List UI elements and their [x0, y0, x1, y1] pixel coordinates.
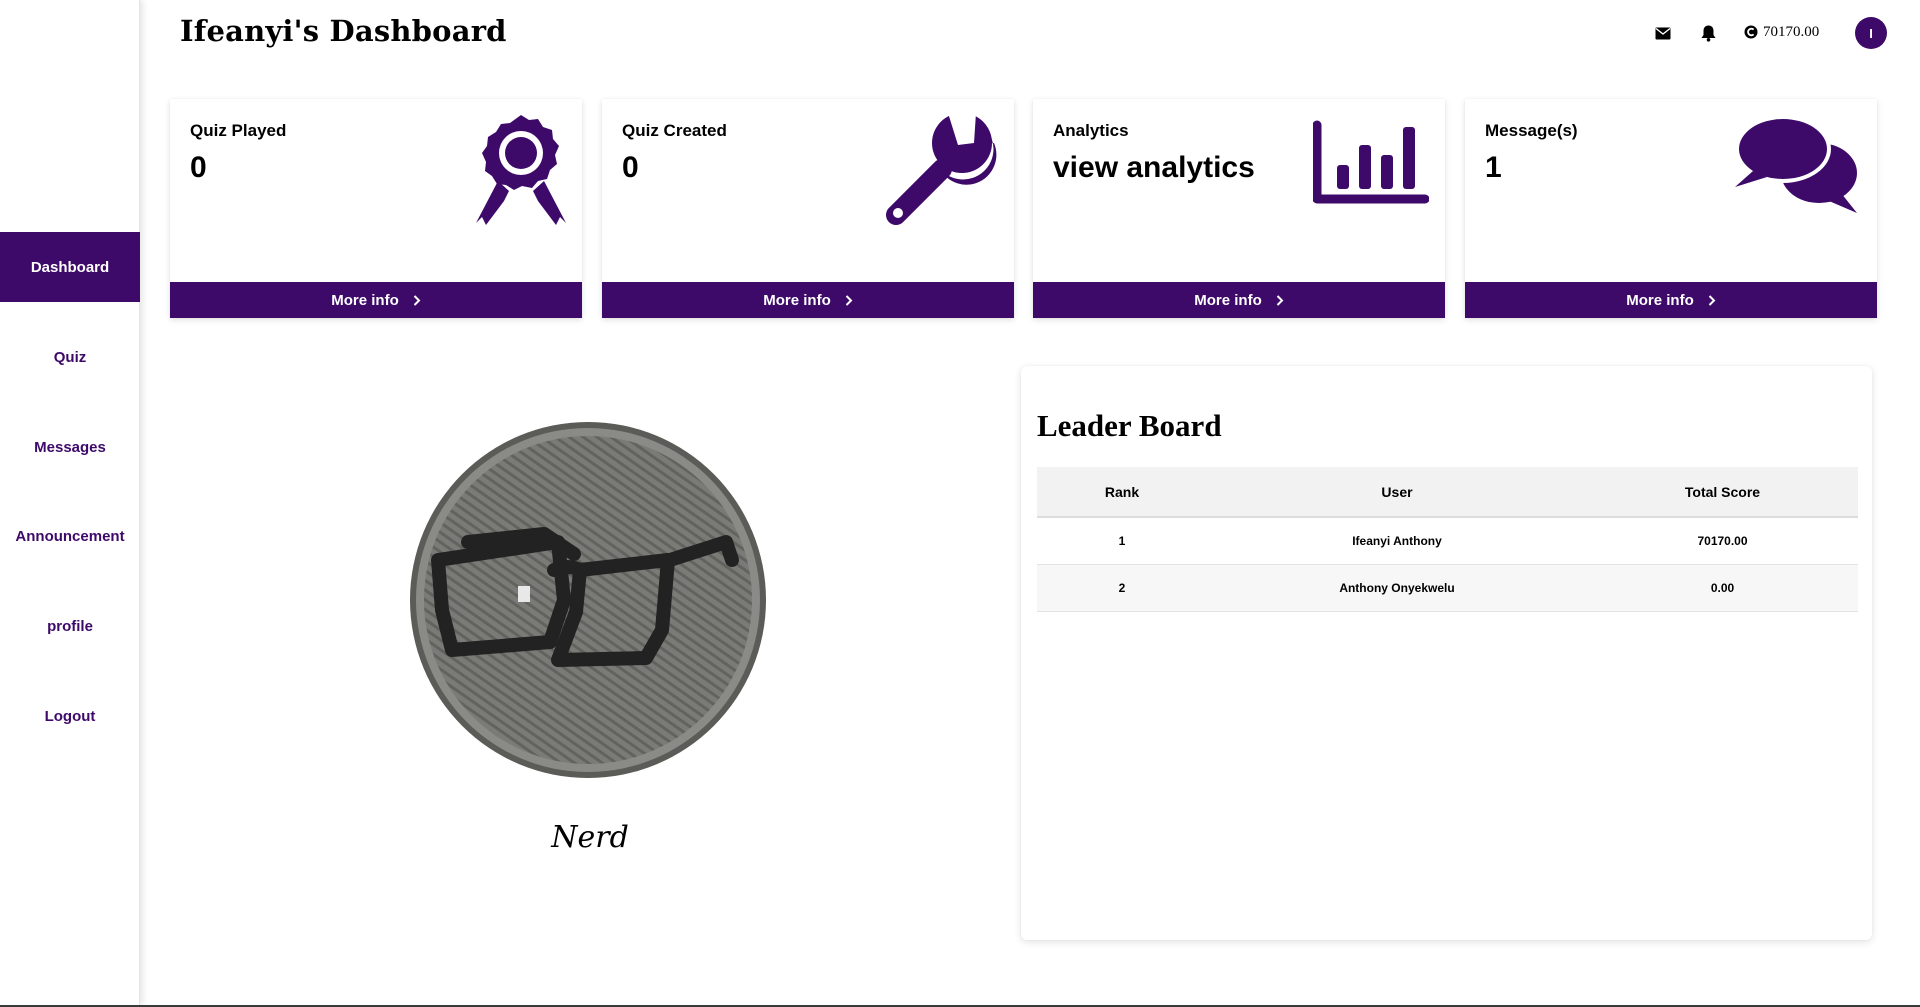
- more-info-button[interactable]: More info: [1465, 282, 1877, 318]
- more-info-label: More info: [763, 291, 831, 309]
- card-quiz-created: Quiz Created 0 More info: [602, 99, 1014, 318]
- rank-cell: 2: [1037, 564, 1207, 612]
- badge-name: Nerd: [551, 820, 629, 855]
- column-header-user: User: [1207, 467, 1587, 518]
- table-row: 1 Ifeanyi Anthony 70170.00: [1037, 517, 1858, 565]
- award-ribbon-icon: [476, 113, 566, 234]
- card-value: 0: [622, 151, 639, 184]
- user-cell: Ifeanyi Anthony: [1207, 517, 1587, 565]
- card-label: Quiz Played: [190, 121, 287, 140]
- card-analytics: Analytics view analytics More info: [1033, 99, 1445, 318]
- column-header-rank: Rank: [1037, 467, 1207, 518]
- sidebar-item-messages[interactable]: Messages: [34, 438, 106, 456]
- bar-chart-icon: [1312, 113, 1430, 214]
- chevron-right-icon: [845, 294, 853, 306]
- table-row: 2 Anthony Onyekwelu 0.00: [1037, 564, 1858, 612]
- card-messages: Message(s) 1 More info: [1465, 99, 1877, 318]
- card-value[interactable]: view analytics: [1053, 151, 1255, 184]
- card-label: Quiz Created: [622, 121, 727, 140]
- coin-icon: [1744, 25, 1758, 39]
- chevron-right-icon: [1276, 294, 1284, 306]
- more-info-label: More info: [1194, 291, 1262, 309]
- more-info-label: More info: [1626, 291, 1694, 309]
- card-value: 1: [1485, 151, 1502, 184]
- chevron-right-icon: [1708, 294, 1716, 306]
- balance-display: 70170.00: [1744, 22, 1819, 42]
- card-label: Analytics: [1053, 121, 1129, 140]
- leaderboard-panel: Leader Board Rank User Total Score 1 Ife…: [1021, 366, 1872, 940]
- leaderboard-title: Leader Board: [1037, 408, 1222, 443]
- leaderboard-table: Rank User Total Score 1 Ifeanyi Anthony …: [1037, 467, 1858, 612]
- balance-value: 70170.00: [1763, 23, 1820, 40]
- sidebar-item-announcement[interactable]: Announcement: [15, 527, 125, 545]
- badge-image: [408, 420, 768, 780]
- page-title: Ifeanyi's Dashboard: [180, 14, 507, 48]
- more-info-button[interactable]: More info: [602, 282, 1014, 318]
- more-info-label: More info: [331, 291, 399, 309]
- card-quiz-played: Quiz Played 0 More info: [170, 99, 582, 318]
- sidebar-item-logout[interactable]: Logout: [44, 707, 96, 725]
- rank-cell: 1: [1037, 517, 1207, 565]
- sidebar-item-quiz[interactable]: Quiz: [53, 348, 87, 366]
- avatar[interactable]: I: [1855, 17, 1887, 49]
- score-cell: 0.00: [1587, 564, 1858, 612]
- more-info-button[interactable]: More info: [170, 282, 582, 318]
- column-header-total-score: Total Score: [1587, 467, 1858, 518]
- page-bottom-border: [0, 1005, 1920, 1007]
- chevron-right-icon: [413, 294, 421, 306]
- chat-bubbles-icon: [1731, 113, 1861, 222]
- bell-icon[interactable]: [1699, 24, 1717, 42]
- user-cell: Anthony Onyekwelu: [1207, 564, 1587, 612]
- sidebar: Dashboard Quiz Messages Announcement pro…: [0, 0, 140, 1005]
- card-value: 0: [190, 151, 207, 184]
- envelope-icon[interactable]: [1654, 24, 1672, 42]
- score-cell: 70170.00: [1587, 517, 1858, 565]
- sidebar-item-dashboard[interactable]: Dashboard: [0, 232, 140, 302]
- card-label: Message(s): [1485, 121, 1578, 140]
- wrench-icon: [882, 113, 998, 234]
- more-info-button[interactable]: More info: [1033, 282, 1445, 318]
- sidebar-item-profile[interactable]: profile: [47, 617, 93, 635]
